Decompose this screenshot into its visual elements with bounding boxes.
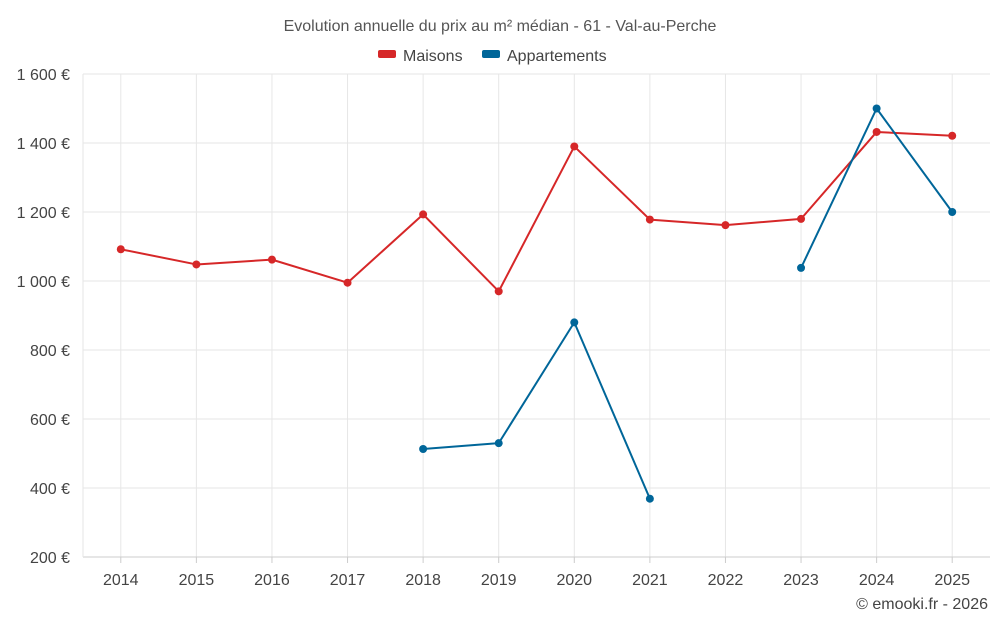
x-tick-label: 2021 (632, 572, 668, 589)
legend-swatch-appartements (482, 50, 500, 58)
chart-title: Evolution annuelle du prix au m² médian … (284, 18, 717, 35)
data-point-appartements-2025[interactable] (948, 208, 957, 216)
data-point-maisons-2015[interactable] (192, 260, 201, 269)
y-tick-label: 400 € (30, 481, 70, 498)
data-point-maisons-2019[interactable] (494, 287, 503, 296)
data-point-appartements-2019[interactable] (494, 439, 503, 448)
x-tick-label: 2024 (859, 572, 895, 589)
credit-text: © emooki.fr - 2026 (856, 596, 988, 613)
y-tick-label: 1 200 € (17, 205, 70, 222)
data-point-maisons-2023[interactable] (797, 214, 806, 223)
data-point-maisons-2014[interactable] (116, 245, 125, 254)
data-series (116, 104, 957, 503)
y-tick-label: 600 € (30, 412, 70, 429)
data-point-appartements-2021[interactable] (645, 494, 654, 503)
x-tick-label: 2023 (783, 572, 819, 589)
y-axis-ticks: 200 € 400 € 600 € 800 € 1 000 € 1 200 € 1 400 … (17, 67, 70, 567)
y-tick-label: 800 € (30, 343, 70, 360)
data-point-maisons-2021[interactable] (645, 215, 654, 224)
x-tick-label: 2017 (330, 572, 366, 589)
series-maisons (116, 127, 957, 296)
x-tick-label: 2018 (405, 572, 441, 589)
data-point-appartements-2018[interactable] (419, 445, 428, 454)
data-point-maisons-2016[interactable] (267, 255, 276, 264)
y-tick-label: 1 000 € (17, 274, 70, 291)
x-tick-label: 2020 (556, 572, 592, 589)
x-tick-label: 2022 (708, 572, 744, 589)
data-point-maisons-2022[interactable] (721, 221, 730, 230)
data-point-appartements-2020[interactable] (570, 318, 579, 327)
chart-legend: Maisons Appartements (378, 48, 607, 65)
x-axis-ticks: 2014 2015 2016 2017 2018 2019 2020 2021 2022 2023… (103, 557, 970, 589)
x-tick-label: 2015 (179, 572, 215, 589)
axes (82, 74, 990, 558)
legend-swatch-maisons (378, 50, 396, 58)
legend-label-appartements[interactable]: Appartements (507, 48, 607, 65)
data-point-maisons-2025[interactable] (948, 131, 957, 140)
data-point-appartements-2024[interactable] (872, 104, 881, 113)
x-tick-label: 2019 (481, 572, 517, 589)
legend-label-maisons[interactable]: Maisons (403, 48, 463, 65)
y-tick-label: 1 400 € (17, 136, 70, 153)
y-tick-label: 1 600 € (17, 67, 70, 84)
series-appartements (419, 104, 957, 503)
x-tick-label: 2014 (103, 572, 139, 589)
data-point-appartements-2023[interactable] (797, 263, 806, 272)
series-line-maisons (120, 130, 953, 293)
data-point-maisons-2020[interactable] (570, 142, 579, 151)
data-point-maisons-2017[interactable] (343, 278, 352, 287)
series-line-appartements (423, 321, 651, 500)
x-tick-label: 2016 (254, 572, 290, 589)
x-tick-label: 2025 (934, 572, 970, 589)
y-tick-label: 200 € (30, 550, 70, 567)
data-point-maisons-2024[interactable] (872, 127, 881, 136)
data-point-maisons-2018[interactable] (419, 210, 428, 219)
grid-lines (83, 73, 990, 557)
